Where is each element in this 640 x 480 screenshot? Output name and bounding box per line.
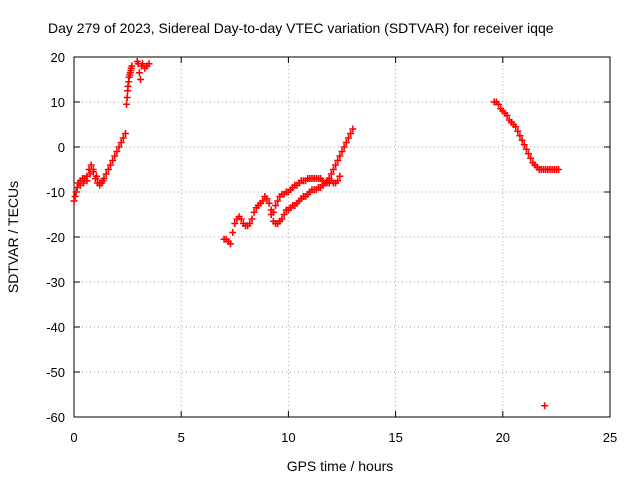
data-point-segment-4 bbox=[250, 208, 258, 216]
y-tick-label: 0 bbox=[58, 140, 65, 155]
data-point-segment-6 bbox=[525, 150, 533, 158]
data-point-segment-4 bbox=[246, 220, 254, 227]
data-point-segment-1 bbox=[119, 134, 127, 142]
data-point-segment-1 bbox=[72, 188, 80, 196]
data-point-segment-5 bbox=[329, 166, 337, 173]
data-point-segment-1b bbox=[71, 193, 79, 200]
y-axis: 20 10 0 -10 -20 -30 -40 -50 -60 bbox=[46, 50, 610, 425]
y-tick-label: -10 bbox=[46, 185, 65, 200]
data-point-segment-4 bbox=[274, 197, 282, 205]
data-point-segment-5 bbox=[344, 134, 352, 142]
data-point-segment-4 bbox=[227, 240, 235, 248]
data-point-segment-1b bbox=[93, 172, 101, 180]
data-point-segment-3 bbox=[145, 60, 153, 68]
data-point-segment-4 bbox=[272, 202, 280, 209]
y-tick-label: -20 bbox=[46, 230, 65, 245]
data-point-segment-5 bbox=[349, 125, 357, 133]
y-tick-label: 20 bbox=[51, 50, 65, 65]
data-point-segment-3 bbox=[135, 69, 143, 77]
data-point-segment-6 bbox=[503, 112, 511, 119]
data-point-segment-1 bbox=[70, 197, 78, 205]
x-tick-label: 25 bbox=[603, 430, 617, 445]
data-point-segment-2 bbox=[123, 94, 131, 101]
data-point-segment-3 bbox=[139, 60, 147, 68]
data-point-segment-2 bbox=[123, 100, 131, 108]
data-point-segment-6 bbox=[518, 136, 526, 144]
x-tick-label: 5 bbox=[178, 430, 185, 445]
data-point-segment-5 bbox=[267, 211, 275, 218]
data-point-segment-5 bbox=[334, 157, 342, 164]
data-point-segment-5 bbox=[340, 143, 348, 151]
data-point-segment-1 bbox=[106, 161, 114, 169]
data-point-segment-1 bbox=[102, 170, 110, 178]
data-point-segment-5 bbox=[332, 161, 340, 169]
chart-title: Day 279 of 2023, Sidereal Day-to-day VTE… bbox=[48, 20, 554, 36]
data-point-outlier bbox=[541, 402, 549, 410]
data-point-segment-4 bbox=[334, 177, 342, 185]
data-point-segment-4 bbox=[248, 215, 256, 223]
y-axis-label: SDTVAR / TECUs bbox=[5, 181, 21, 293]
x-tick-label: 10 bbox=[281, 430, 295, 445]
data-point-segment-5 bbox=[278, 215, 286, 223]
grid bbox=[74, 57, 610, 417]
data-point-segment-5 bbox=[325, 175, 333, 182]
data-point-segment-5 bbox=[342, 139, 350, 146]
data-point-segment-1b bbox=[89, 168, 97, 176]
data-point-segment-6 bbox=[516, 132, 524, 140]
data-point-segment-1 bbox=[104, 166, 112, 173]
y-tick-label: -40 bbox=[46, 320, 65, 335]
data-point-segment-6 bbox=[555, 166, 563, 173]
data-point-segment-1b bbox=[83, 177, 91, 185]
data-point-segment-4 bbox=[336, 172, 344, 180]
y-tick-label: 10 bbox=[51, 95, 65, 110]
data-point-segment-2 bbox=[128, 62, 136, 70]
data-point-segment-4 bbox=[237, 215, 245, 223]
data-point-segment-1 bbox=[117, 139, 125, 146]
x-tick-label: 0 bbox=[70, 430, 77, 445]
x-axis-label: GPS time / hours bbox=[287, 458, 394, 474]
data-point-segment-4 bbox=[231, 220, 239, 227]
data-point-segment-4 bbox=[229, 229, 237, 236]
data-point-segment-3 bbox=[136, 76, 144, 83]
data-point-segment-1b bbox=[99, 177, 107, 185]
data-point-segment-1 bbox=[113, 148, 121, 155]
data-point-segment-6 bbox=[512, 123, 520, 131]
data-point-segment-6 bbox=[495, 100, 503, 108]
x-axis: 0 5 10 15 20 25 bbox=[70, 57, 617, 445]
y-tick-label: -60 bbox=[46, 410, 65, 425]
data-point-segment-6 bbox=[527, 154, 535, 162]
data-point-segment-4 bbox=[265, 199, 273, 207]
data-point-segment-5 bbox=[338, 148, 346, 155]
data-point-segment-6 bbox=[514, 127, 522, 135]
data-point-segment-1 bbox=[121, 130, 129, 137]
data-point-segment-5 bbox=[347, 130, 355, 137]
data-point-segment-1 bbox=[87, 161, 95, 169]
x-tick-label: 15 bbox=[388, 430, 402, 445]
data-point-segment-1 bbox=[109, 157, 117, 164]
data-point-segment-4 bbox=[259, 197, 267, 205]
data-point-segment-6 bbox=[522, 145, 530, 153]
data-point-segment-4 bbox=[263, 195, 271, 203]
data-point-segment-1 bbox=[111, 152, 119, 160]
data-point-segment-5 bbox=[336, 152, 344, 160]
data-point-segment-6 bbox=[520, 141, 528, 149]
y-tick-label: -50 bbox=[46, 365, 65, 380]
data-point-segment-5 bbox=[327, 170, 335, 178]
x-tick-label: 20 bbox=[496, 430, 510, 445]
data-point-segment-1 bbox=[115, 143, 123, 151]
y-tick-label: -30 bbox=[46, 275, 65, 290]
data-points bbox=[70, 58, 563, 410]
data-point-segment-5 bbox=[280, 211, 288, 218]
